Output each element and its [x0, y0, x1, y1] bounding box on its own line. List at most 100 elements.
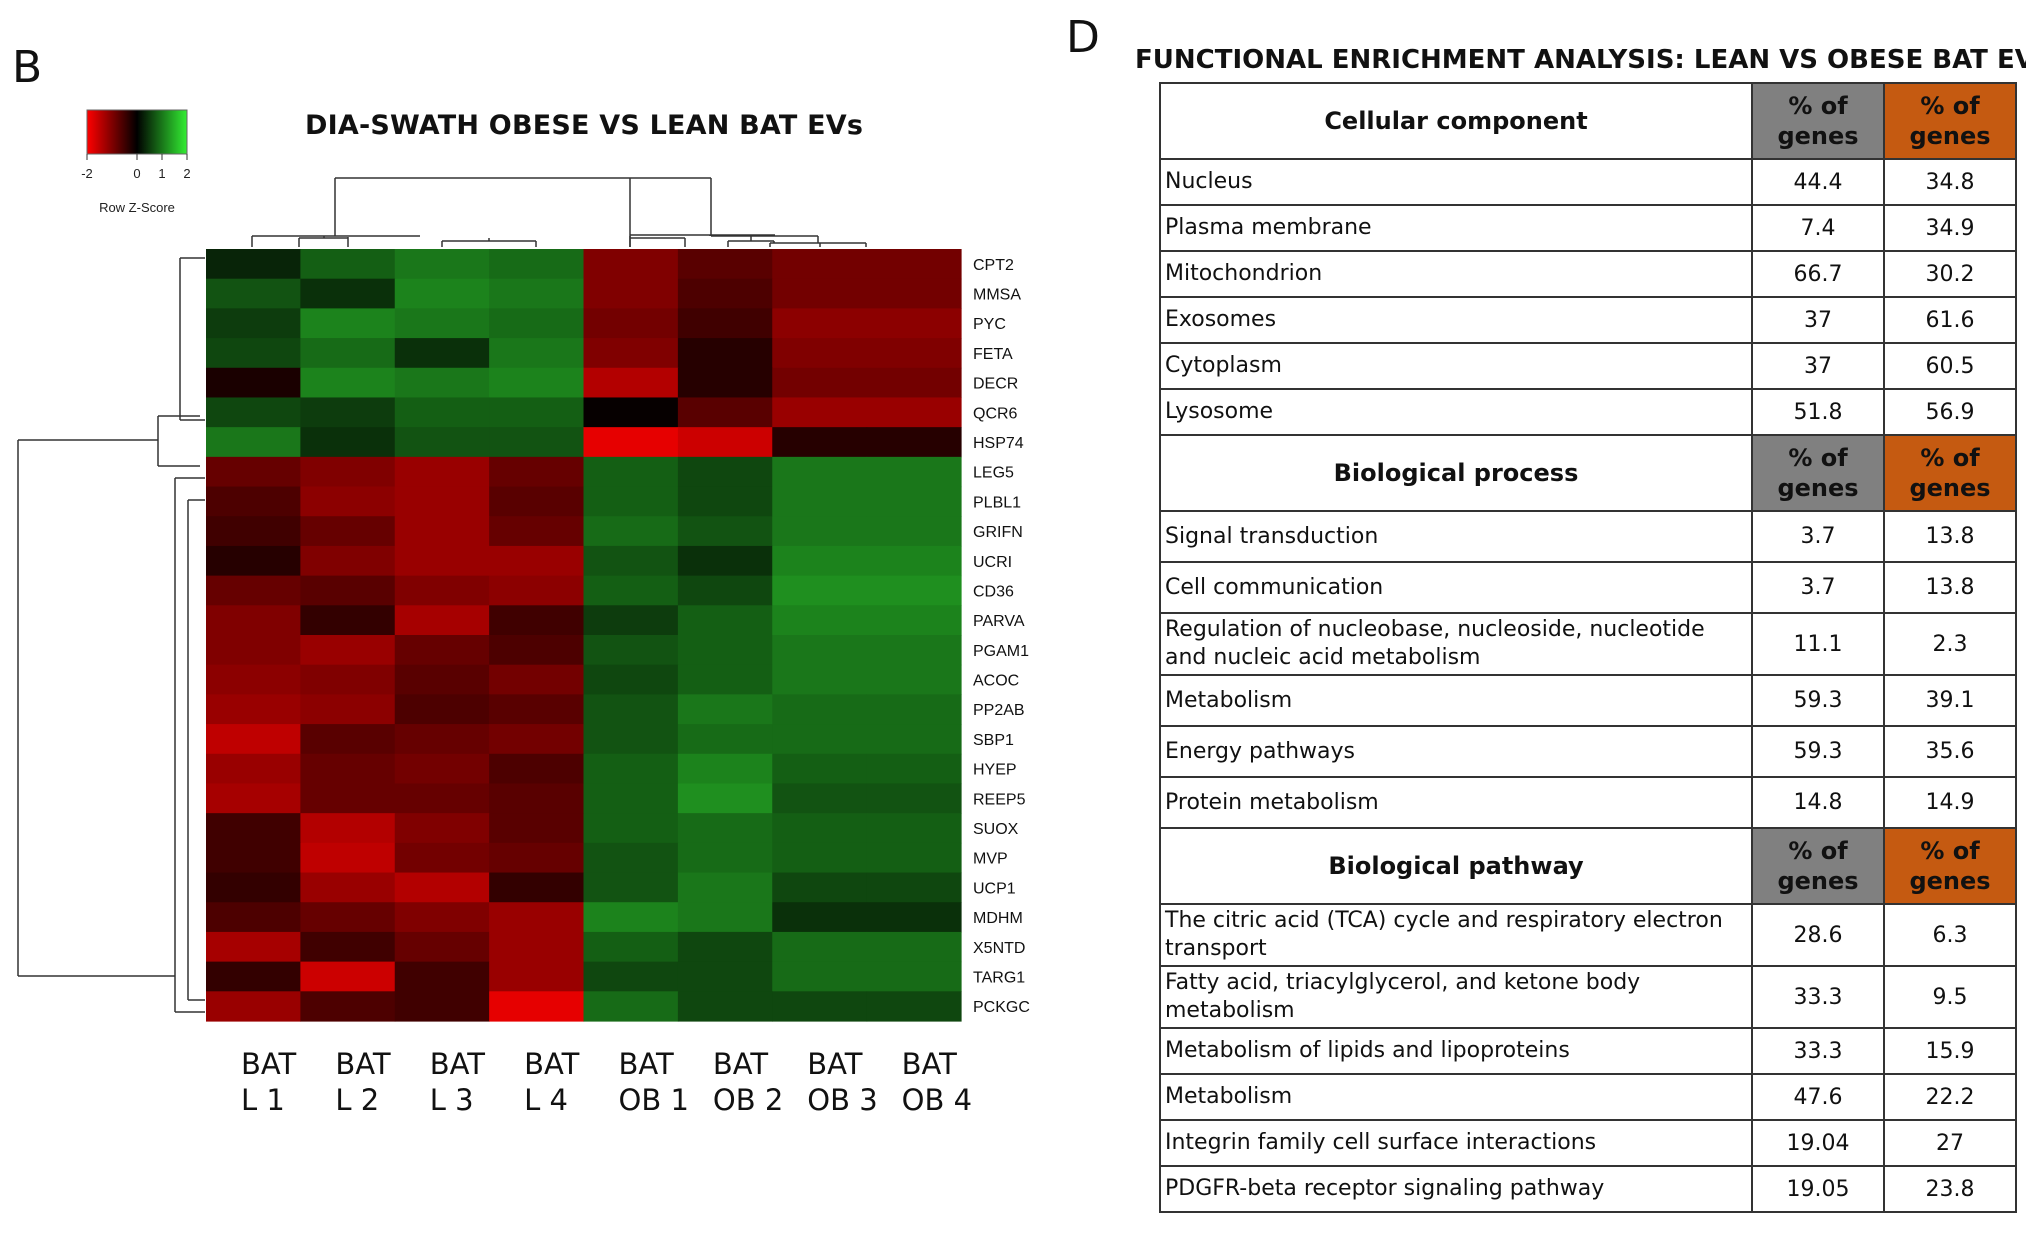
heatmap-cell-MDHM-5: [583, 902, 679, 933]
heatmap-cell-MVP-8: [866, 842, 962, 874]
heatmap-cell-QCR6-6: [677, 397, 773, 428]
heatmap-cell-MVP-7: [772, 842, 868, 874]
term-cell: Fatty acid, triacylglycerol, and ketone …: [1159, 965, 1753, 1029]
heatmap-cell-GRIFN-8: [866, 516, 962, 547]
gene-label-PCKGC: PCKGC: [973, 999, 1030, 1016]
heatmap-cell-UCP1-7: [772, 872, 868, 903]
heatmap-cell-HSP74-1: [206, 427, 301, 458]
heatmap-cell-UCP1-6: [677, 872, 773, 903]
heatmap-cell-MDHM-4: [489, 902, 585, 933]
heatmap-cell-PGAM1-1: [206, 635, 301, 666]
heatmap-cell-PCKGC-5: [583, 991, 679, 1022]
gene-label-UCP1: UCP1: [973, 880, 1016, 897]
sample-label: BAT L 4: [524, 1046, 614, 1118]
heatmap-cell-TARG1-2: [300, 961, 396, 992]
heatmap-cell-DECR-2: [300, 367, 396, 399]
sample-label-line2: L 4: [524, 1083, 568, 1117]
heatmap-cells: [206, 249, 962, 1022]
heatmap-cell-PYC-5: [583, 308, 679, 339]
section-header-row: Cellular component% of genes% of genes: [1159, 82, 2017, 160]
heatmap-cell-PGAM1-8: [866, 635, 962, 666]
lean-value: 37: [1751, 296, 1885, 344]
heatmap-cell-LEG5-3: [394, 456, 490, 488]
gene-label-TARG1: TARG1: [973, 970, 1025, 987]
obese-value: 35.6: [1883, 725, 2017, 778]
heatmap-cell-DECR-7: [772, 367, 868, 399]
heatmap-cell-PLBL1-6: [677, 486, 773, 517]
heatmap-cell-MVP-6: [677, 842, 773, 874]
obese-value: 39.1: [1883, 674, 2017, 727]
heatmap-cell-CPT2-8: [866, 249, 962, 280]
gene-label-PLBL1: PLBL1: [973, 494, 1021, 511]
gene-label-MDHM: MDHM: [973, 910, 1023, 927]
heatmap-cell-PP2AB-1: [206, 694, 301, 725]
heatmap-cell-ACOC-3: [394, 664, 490, 695]
heatmap-cell-PCKGC-7: [772, 991, 868, 1022]
sample-label-line1: BAT: [618, 1047, 674, 1081]
lean-column-header: % of genes: [1751, 82, 1885, 160]
section-header: Biological pathway: [1159, 827, 1753, 905]
table-row: The citric acid (TCA) cycle and respirat…: [1159, 903, 2017, 967]
row-dendro-branch: [174, 477, 205, 1013]
heatmap-cell-HYEP-5: [583, 753, 679, 785]
heatmap-cell-MMSA-4: [489, 278, 585, 309]
heatmap-cell-PYC-3: [394, 308, 490, 339]
lean-value: 14.8: [1751, 776, 1885, 829]
lean-value: 19.05: [1751, 1165, 1885, 1213]
heatmap-cell-CPT2-4: [489, 249, 585, 280]
col-dendro-branch: [710, 178, 867, 247]
sample-label: BAT OB 4: [902, 1046, 992, 1118]
heatmap-cell-LEG5-6: [677, 456, 773, 488]
table-row: Signal transduction 3.7 13.8: [1159, 510, 2017, 563]
table-row: Plasma membrane 7.4 34.9: [1159, 204, 2017, 252]
sample-label: BAT L 1: [241, 1046, 331, 1118]
heatmap-cell-LEG5-2: [300, 456, 396, 488]
table-row: Regulation of nucleobase, nucleoside, nu…: [1159, 612, 2017, 676]
col-dendro-branch: [441, 240, 537, 247]
heatmap-cell-FETA-8: [866, 338, 962, 369]
term-cell: Signal transduction: [1159, 510, 1753, 563]
obese-value: 13.8: [1883, 510, 2017, 563]
term-cell: Protein metabolism: [1159, 776, 1753, 829]
heatmap-cell-SBP1-8: [866, 724, 962, 755]
row-dendro-root: [17, 439, 175, 977]
heatmap-cell-TARG1-4: [489, 961, 585, 992]
heatmap-cell-CPT2-1: [206, 249, 301, 280]
table-row: Protein metabolism 14.8 14.9: [1159, 776, 2017, 829]
heatmap-cell-X5NTD-3: [394, 931, 490, 963]
heatmap-cell-PCKGC-2: [300, 991, 396, 1022]
heatmap-cell-FETA-4: [489, 338, 585, 369]
heatmap-cell-CD36-8: [866, 575, 962, 606]
heatmap-cell-CPT2-6: [677, 249, 773, 280]
heatmap-cell-SBP1-2: [300, 724, 396, 755]
table-row: PDGFR-beta receptor signaling pathway 19.…: [1159, 1165, 2017, 1213]
heatmap-cell-PLBL1-8: [866, 486, 962, 517]
term-cell: Regulation of nucleobase, nucleoside, nu…: [1159, 612, 1753, 676]
term-cell: Lysosome: [1159, 388, 1753, 436]
heatmap-cell-PYC-2: [300, 308, 396, 339]
col-dendro-branch: [347, 237, 490, 241]
table-row: Cytoplasm 37 60.5: [1159, 342, 2017, 390]
gene-label-MVP: MVP: [973, 851, 1008, 868]
heatmap-cell-PARVA-3: [394, 605, 490, 636]
heatmap-cell-PGAM1-3: [394, 635, 490, 666]
heatmap-cell-PGAM1-2: [300, 635, 396, 666]
heatmap-cell-PARVA-4: [489, 605, 585, 636]
obese-value: 23.8: [1883, 1165, 2017, 1213]
enrichment-table-title: FUNCTIONAL ENRICHMENT ANALYSIS: LEAN VS …: [1135, 45, 2026, 75]
heatmap-cell-ACOC-7: [772, 664, 868, 695]
heatmap-cell-CD36-6: [677, 575, 773, 606]
heatmap-cell-CD36-2: [300, 575, 396, 606]
term-cell: Nucleus: [1159, 158, 1753, 206]
heatmap-cell-SUOX-6: [677, 813, 773, 844]
sample-label: BAT OB 1: [619, 1046, 709, 1118]
color-key: -2 0 1 2 Row Z-Score: [81, 109, 191, 215]
obese-column-header: % of genes: [1883, 827, 2017, 905]
lean-value: 19.04: [1751, 1119, 1885, 1167]
gene-label-MMSA: MMSA: [973, 287, 1021, 304]
heatmap-cell-CPT2-3: [394, 249, 490, 280]
obese-value: 13.8: [1883, 561, 2017, 614]
sample-label: BAT L 2: [335, 1046, 425, 1118]
heatmap-cell-TARG1-8: [866, 961, 962, 992]
heatmap-cell-PP2AB-7: [772, 694, 868, 725]
